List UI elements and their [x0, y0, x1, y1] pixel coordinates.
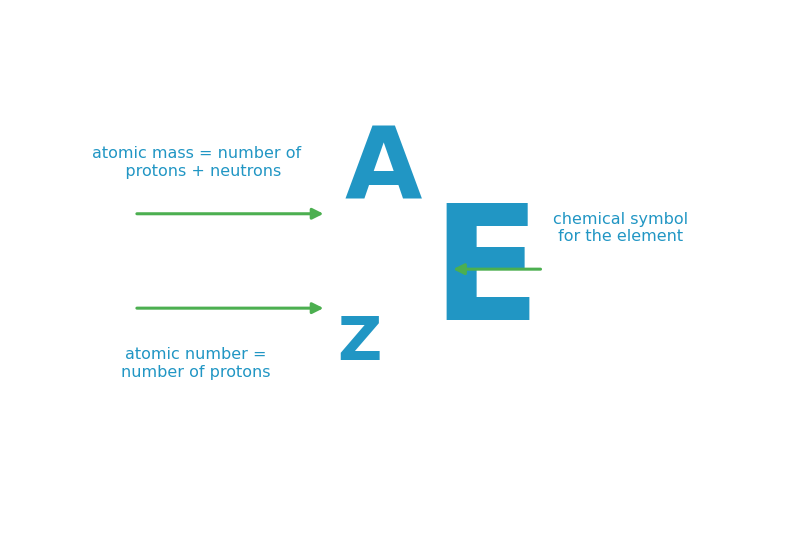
Text: atomic mass = number of
   protons + neutrons: atomic mass = number of protons + neutro…	[91, 146, 301, 179]
Text: A: A	[345, 123, 422, 220]
Text: atomic number =
number of protons: atomic number = number of protons	[122, 348, 271, 379]
Text: Z: Z	[338, 314, 382, 373]
Text: E: E	[432, 198, 541, 353]
Text: chemical symbol
 for the element: chemical symbol for the element	[553, 212, 688, 244]
